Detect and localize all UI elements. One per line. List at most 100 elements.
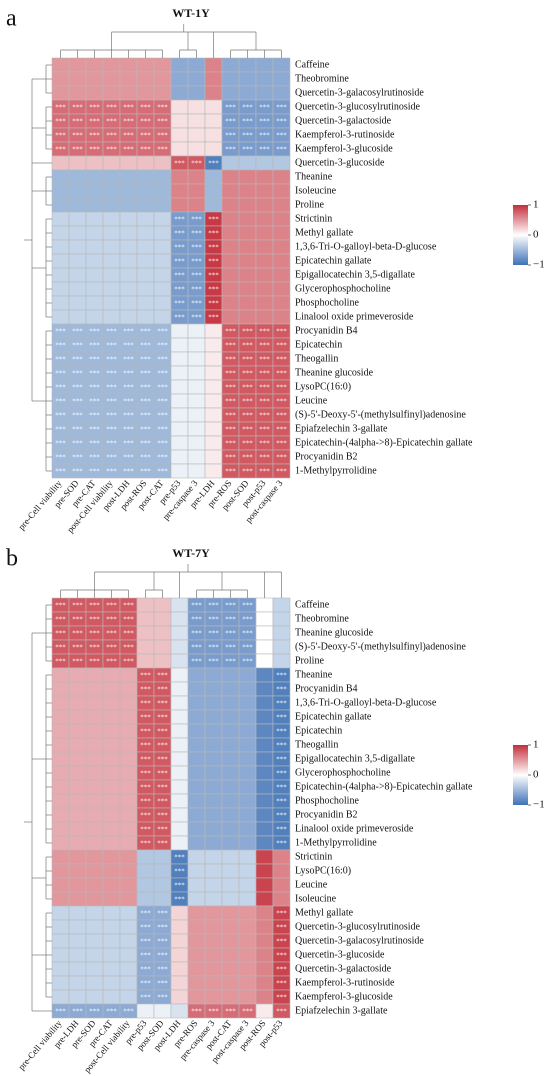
heatmap-cell bbox=[170, 365, 189, 381]
heatmap-cell bbox=[187, 709, 206, 725]
heatmap-cell bbox=[187, 85, 206, 101]
heatmap-cell bbox=[153, 267, 172, 283]
heatmap-cell bbox=[221, 919, 240, 935]
significance-label: *** bbox=[106, 629, 117, 637]
significance-label: *** bbox=[225, 369, 236, 377]
significance-label: *** bbox=[123, 355, 134, 363]
significance-label: *** bbox=[123, 439, 134, 447]
heatmap-cell bbox=[170, 905, 189, 921]
significance-label: *** bbox=[174, 229, 185, 237]
significance-label: *** bbox=[157, 979, 168, 987]
heatmap-cell bbox=[102, 211, 121, 227]
heatmap-cell bbox=[221, 681, 240, 697]
significance-label: *** bbox=[242, 131, 253, 139]
heatmap-cell bbox=[204, 849, 223, 865]
heatmap-cell bbox=[51, 961, 70, 977]
heatmap-cell bbox=[255, 723, 274, 739]
heatmap-cell bbox=[238, 863, 257, 879]
heatmap-cell bbox=[85, 183, 104, 199]
heatmap-cell bbox=[68, 947, 87, 963]
heatmap-cell bbox=[187, 407, 206, 423]
heatmap-cell bbox=[272, 295, 291, 311]
heatmap-cell bbox=[153, 639, 172, 655]
heatmap-cell bbox=[51, 933, 70, 949]
heatmap-cell bbox=[102, 877, 121, 893]
heatmap-cell bbox=[51, 765, 70, 781]
heatmap-cell bbox=[119, 155, 138, 171]
significance-label: *** bbox=[140, 411, 151, 419]
heatmap-cell bbox=[204, 379, 223, 395]
significance-label: *** bbox=[55, 355, 66, 363]
significance-label: *** bbox=[225, 615, 236, 623]
heatmap-cell bbox=[204, 765, 223, 781]
heatmap-cell bbox=[272, 891, 291, 907]
significance-label: *** bbox=[140, 131, 151, 139]
significance-label: *** bbox=[276, 425, 287, 433]
significance-label: *** bbox=[174, 271, 185, 279]
significance-label: *** bbox=[259, 145, 270, 153]
heatmap-cell bbox=[51, 821, 70, 837]
heatmap-cell bbox=[221, 975, 240, 991]
significance-label: *** bbox=[89, 117, 100, 125]
significance-label: *** bbox=[191, 215, 202, 223]
heatmap-cell bbox=[238, 877, 257, 893]
heatmap-cell bbox=[85, 281, 104, 297]
heatmap-cell bbox=[153, 71, 172, 87]
row-label: Quercetin-3-galacosylrutinoside bbox=[295, 935, 424, 946]
row-label: Epiafzelechin 3-gallate bbox=[295, 1005, 388, 1016]
row-label: Theobromine bbox=[295, 613, 349, 624]
heatmap-cell bbox=[136, 239, 155, 255]
heatmap-cell bbox=[85, 155, 104, 171]
significance-label: *** bbox=[157, 117, 168, 125]
significance-label: *** bbox=[276, 131, 287, 139]
row-label: Caffeine bbox=[295, 599, 330, 610]
row-label: Epigallocatechin 3,5-digallate bbox=[295, 269, 416, 280]
heatmap-cell bbox=[238, 737, 257, 753]
heatmap-cell bbox=[119, 849, 138, 865]
heatmap-cell bbox=[187, 793, 206, 809]
heatmap-cell bbox=[272, 267, 291, 283]
row-label: Quercetin-3-glucosylrutinoside bbox=[295, 921, 421, 932]
heatmap-cell bbox=[204, 85, 223, 101]
heatmap-cell bbox=[238, 905, 257, 921]
heatmap-cell bbox=[187, 751, 206, 767]
significance-label: *** bbox=[55, 467, 66, 475]
significance-label: *** bbox=[157, 727, 168, 735]
significance-label: *** bbox=[123, 425, 134, 433]
heatmap-cell bbox=[136, 863, 155, 879]
heatmap-cell bbox=[255, 779, 274, 795]
heatmap-cell bbox=[119, 211, 138, 227]
significance-label: *** bbox=[157, 699, 168, 707]
heatmap-cell bbox=[51, 197, 70, 213]
significance-label: *** bbox=[106, 131, 117, 139]
heatmap-cell bbox=[170, 667, 189, 683]
heatmap-cell bbox=[102, 821, 121, 837]
heatmap-cell bbox=[119, 85, 138, 101]
heatmap-cell bbox=[238, 169, 257, 185]
row-label: Phosphocholine bbox=[295, 795, 359, 806]
heatmap-cell bbox=[272, 71, 291, 87]
heatmap-cell bbox=[187, 141, 206, 157]
heatmap-cell bbox=[68, 877, 87, 893]
heatmap-cell bbox=[68, 225, 87, 241]
significance-label: *** bbox=[106, 327, 117, 335]
heatmap-cell bbox=[119, 723, 138, 739]
heatmap-cell bbox=[119, 197, 138, 213]
heatmap-cell bbox=[119, 989, 138, 1005]
heatmap-cell bbox=[51, 891, 70, 907]
significance-label: *** bbox=[55, 145, 66, 153]
heatmap-cell bbox=[51, 267, 70, 283]
row-label: Epicatechin gallate bbox=[295, 255, 372, 266]
heatmap-cell bbox=[272, 211, 291, 227]
heatmap-cell bbox=[170, 407, 189, 423]
heatmap-cell bbox=[272, 85, 291, 101]
heatmap-cell bbox=[204, 779, 223, 795]
significance-label: *** bbox=[106, 467, 117, 475]
heatmap-cell bbox=[119, 169, 138, 185]
heatmap-cell bbox=[119, 919, 138, 935]
significance-label: *** bbox=[106, 657, 117, 665]
significance-label: *** bbox=[242, 657, 253, 665]
significance-label: *** bbox=[140, 671, 151, 679]
heatmap-cell bbox=[51, 71, 70, 87]
heatmap-cell bbox=[68, 723, 87, 739]
